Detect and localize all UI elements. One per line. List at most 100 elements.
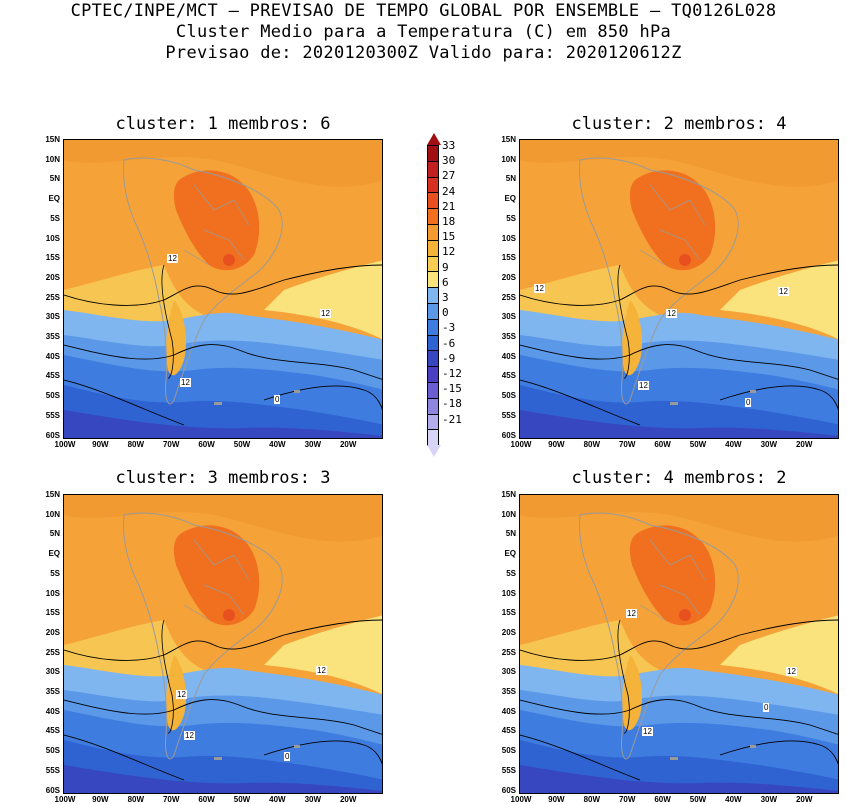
lat-tick-label: 35S	[501, 687, 516, 696]
lat-tick-label: 20S	[501, 272, 516, 282]
contour-label: 12	[666, 309, 677, 318]
lon-tick-label: 30W	[304, 440, 322, 449]
lat-tick-label: EQ	[504, 194, 516, 204]
lon-tick-label: 80W	[583, 440, 601, 449]
colorbar-segment	[427, 208, 439, 225]
colorbar-tick-label: -15	[442, 382, 462, 396]
lon-tick-label: 50W	[233, 795, 251, 804]
colorbar-tick-label: 24	[442, 184, 456, 198]
lat-tick-label: 40S	[501, 351, 516, 361]
lat-tick-label: 15S	[45, 253, 60, 263]
lon-tick-label: 30W	[760, 440, 778, 449]
lon-tick-label: 50W	[689, 795, 707, 804]
colorbar-tick-label: -9	[442, 351, 456, 365]
lat-tick-label: 30S	[501, 667, 516, 677]
lat-tick-label: 60S	[501, 430, 516, 440]
lat-tick-label: 10N	[45, 154, 60, 164]
lat-tick-label: 30S	[45, 312, 60, 322]
lon-tick-label: 40W	[725, 440, 742, 449]
lat-tick-label: 15N	[45, 135, 60, 144]
header-line-3: Previsao de: 2020120300Z Valido para: 20…	[165, 43, 682, 63]
lon-tick-label: 20W	[339, 795, 357, 804]
lon-tick-label: 80W	[127, 795, 145, 804]
colorbar-segment	[427, 413, 439, 431]
colorbar-segment	[427, 224, 439, 241]
contour-label: 0	[745, 398, 752, 407]
contour-label: 12	[626, 609, 637, 618]
contour-label: 0	[284, 752, 291, 761]
lon-tick-label: 100W	[510, 440, 532, 449]
colorbar-segment	[427, 160, 439, 178]
colorbar-tick-label: 21	[442, 199, 456, 213]
lon-tick-label: 50W	[689, 440, 707, 449]
colorbar-tick-label: 33	[442, 139, 456, 152]
contour-label: 12	[778, 287, 789, 296]
lon-tick-label: 80W	[127, 440, 145, 449]
colorbar-segment	[427, 239, 439, 257]
lat-tick-label: 60S	[45, 785, 60, 795]
lat-tick-label: 25S	[45, 647, 60, 657]
lat-tick-label: 10N	[501, 154, 516, 164]
lat-tick-label: 15N	[501, 135, 516, 144]
lat-tick-label: 60S	[501, 785, 516, 795]
header-line-2: Cluster Medio para a Temperatura (C) em …	[175, 22, 672, 42]
panel-title: cluster: 4 membros: 2	[571, 468, 787, 488]
lon-tick-label: 30W	[304, 795, 322, 804]
lat-tick-label: 45S	[45, 371, 60, 381]
lon-tick-label: 100W	[510, 795, 532, 804]
lat-tick-label: 5N	[49, 174, 60, 184]
temperature-map	[63, 139, 383, 439]
lat-tick-label: 45S	[45, 726, 60, 736]
lon-tick-label: 60W	[654, 795, 671, 804]
colorbar-tick-label: 12	[442, 245, 456, 259]
lat-tick-label: 45S	[501, 371, 516, 381]
colorbar-segment	[427, 176, 439, 194]
lon-tick-label: 70W	[162, 440, 180, 449]
colorbar-segment	[427, 366, 439, 383]
contour-label: 12	[642, 727, 653, 736]
colorbar-segment	[427, 397, 439, 415]
lat-tick-label: 15S	[501, 608, 516, 618]
lon-tick-label: 70W	[618, 440, 636, 449]
colorbar-segment	[427, 350, 439, 368]
colorbar-segment	[427, 318, 439, 336]
colorbar-segment	[427, 287, 439, 304]
lat-tick-label: 55S	[501, 410, 516, 420]
lat-tick-label: 35S	[45, 332, 60, 341]
lat-tick-label: 60S	[45, 430, 60, 440]
lat-tick-label: 25S	[501, 292, 516, 302]
colorbar-tick-label: 15	[442, 230, 456, 244]
colorbar-tick-label: 0	[442, 306, 449, 320]
panel-title: cluster: 2 membros: 4	[571, 114, 787, 134]
lon-tick-label: 20W	[795, 795, 813, 804]
lat-tick-label: 15N	[501, 490, 516, 499]
contour-label: 12	[176, 690, 187, 699]
contour-label: 12	[786, 667, 797, 676]
lat-tick-label: 20S	[501, 627, 516, 637]
lat-tick-label: 5S	[506, 213, 516, 223]
lat-tick-label: 50S	[45, 391, 60, 401]
lon-tick-label: 70W	[618, 795, 636, 804]
lon-tick-label: 20W	[795, 440, 813, 449]
colorbar-segment	[427, 303, 439, 320]
contour-label: 12	[320, 309, 331, 318]
contour-label: 12	[184, 731, 195, 740]
panel-title: cluster: 1 membros: 6	[115, 114, 331, 134]
colorbar-tick-label: -12	[442, 367, 462, 380]
lat-tick-label: 35S	[501, 332, 516, 341]
header-line-1: CPTEC/INPE/MCT – PREVISAO DE TEMPO GLOBA…	[70, 1, 777, 21]
lat-tick-label: 55S	[501, 765, 516, 775]
contour-label: 12	[180, 378, 191, 387]
contour-label: 12	[534, 284, 545, 293]
lat-tick-label: 20S	[45, 272, 60, 282]
colorbar-segment	[427, 429, 439, 447]
colorbar-segment	[427, 271, 439, 289]
colorbar-segment	[427, 145, 439, 162]
temperature-map	[519, 494, 839, 794]
lat-tick-label: EQ	[48, 194, 60, 204]
lat-tick-label: 15S	[45, 608, 60, 618]
lon-tick-label: 40W	[269, 440, 286, 449]
lat-tick-label: 40S	[45, 706, 60, 716]
lat-tick-label: 40S	[501, 706, 516, 716]
lon-tick-label: 40W	[725, 795, 742, 804]
